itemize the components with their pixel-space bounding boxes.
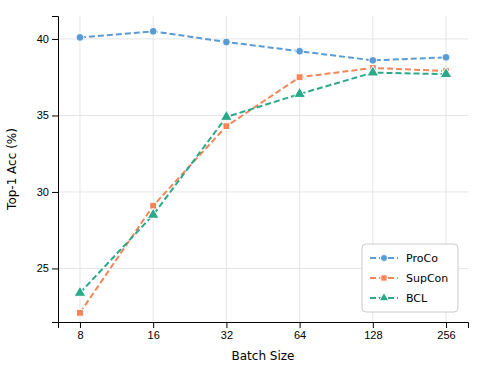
legend-marker <box>381 275 387 281</box>
tick-mark <box>52 115 58 116</box>
tick: 8 <box>77 322 83 341</box>
tick-label: 32 <box>221 329 233 341</box>
grid-line-x <box>79 16 80 322</box>
legend-label: SupCon <box>406 272 448 285</box>
legend-box <box>362 244 458 312</box>
point <box>74 286 86 296</box>
tick-mark <box>373 322 374 328</box>
point <box>369 56 377 64</box>
point <box>294 87 306 97</box>
tick: 25 <box>37 262 58 274</box>
chart: 8 16 32 64 128 256 25 30 35 40 Batch Size Top-1 Acc… <box>0 0 486 370</box>
point <box>76 34 84 42</box>
legend-marker <box>380 254 387 261</box>
grid-line-x <box>299 16 300 322</box>
legend-label: ProCo <box>406 252 438 265</box>
tick-mark <box>52 39 58 40</box>
axis-line <box>59 323 469 329</box>
grid-line-y <box>58 38 468 39</box>
legend-item: BCL <box>370 292 428 305</box>
legend-item: SupCon <box>370 272 448 285</box>
tick-label: 25 <box>37 262 49 274</box>
tick: 32 <box>221 322 233 341</box>
tick-mark <box>446 322 447 328</box>
tick: 35 <box>37 109 58 121</box>
tick-label: 64 <box>294 329 306 341</box>
tick-mark <box>52 192 58 193</box>
grid <box>58 16 468 322</box>
point <box>222 38 230 46</box>
point <box>296 74 303 81</box>
grid-line-y <box>58 191 468 192</box>
tick-label: 128 <box>364 329 382 341</box>
point <box>296 47 304 55</box>
tick-mark <box>300 322 301 328</box>
point <box>221 110 233 120</box>
point <box>223 123 230 130</box>
point <box>149 27 157 35</box>
tick: 64 <box>294 322 306 341</box>
point <box>147 208 159 218</box>
tick-mark <box>80 322 81 328</box>
series-line <box>80 31 446 60</box>
x-axis: 8 16 32 64 128 256 <box>59 322 469 341</box>
tick: 16 <box>148 322 160 341</box>
legend-label: BCL <box>406 292 428 305</box>
tick: 256 <box>437 322 455 341</box>
axis-line <box>52 17 59 323</box>
tick-label: 8 <box>77 329 83 341</box>
tick-label: 35 <box>37 109 49 121</box>
tick: 30 <box>37 186 58 198</box>
tick-label: 256 <box>437 329 455 341</box>
y-axis-title: Top-1 Acc (%) <box>5 128 19 211</box>
tick: 128 <box>364 322 382 341</box>
tick: 40 <box>37 33 58 45</box>
grid-line-x <box>153 16 154 322</box>
point <box>77 309 84 316</box>
tick-mark <box>153 322 154 328</box>
plot: 8 16 32 64 128 256 25 30 35 40 Batch Size Top-1 Acc… <box>5 16 469 363</box>
tick-mark <box>52 268 58 269</box>
tick-mark <box>226 322 227 328</box>
point <box>440 67 452 77</box>
legend: ProCo SupCon BCL <box>362 244 458 312</box>
tick-label: 30 <box>37 186 49 198</box>
grid-line-y <box>58 115 468 116</box>
tick-label: 40 <box>37 33 49 45</box>
point <box>367 66 379 76</box>
legend-item: ProCo <box>370 252 438 265</box>
grid-line-x <box>226 16 227 322</box>
x-axis-title: Batch Size <box>232 349 295 363</box>
y-axis: 25 30 35 40 <box>37 17 59 323</box>
tick-label: 16 <box>148 329 160 341</box>
point <box>442 53 450 61</box>
legend-marker <box>379 292 389 300</box>
